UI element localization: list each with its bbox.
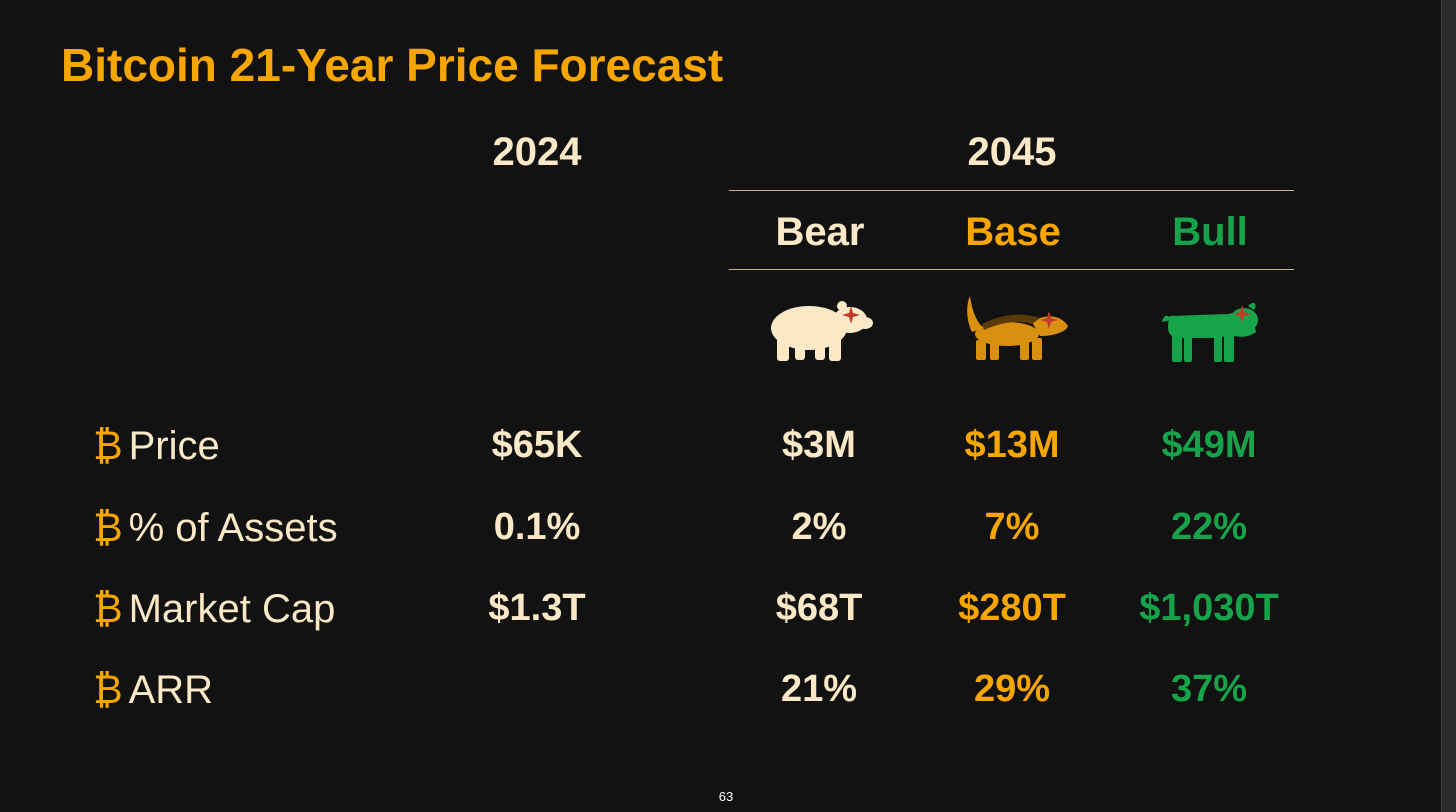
arr-bull: 37%	[1170, 668, 1248, 710]
pct-assets-base: 7%	[984, 506, 1040, 548]
price-bull: $49M	[1161, 424, 1257, 466]
year-2045-header: 2045	[967, 130, 1057, 174]
arr-base: 29%	[973, 668, 1051, 710]
row-label-pct-assets: ₿% of Assets	[93, 506, 338, 550]
slide-title: Bitcoin 21-Year Price Forecast	[61, 39, 724, 91]
bitcoin-symbol-icon: ₿	[93, 506, 123, 550]
row-label-price: ₿ Price	[93, 424, 220, 468]
price-bear: $3M	[782, 424, 856, 466]
market-cap-base: $280T	[958, 587, 1066, 629]
price-base: $13M	[964, 424, 1060, 466]
arr-bear: 21%	[780, 668, 858, 710]
honey-badger-icon	[967, 296, 1068, 360]
market-cap-2024: $1.3T	[488, 587, 586, 629]
price-2024: $65K	[491, 424, 583, 466]
bitcoin-symbol-icon: ₿	[93, 668, 123, 712]
row-label-market-cap: ₿ Market Cap	[93, 587, 336, 631]
pct-assets-bull: 22%	[1170, 506, 1248, 548]
header-divider-top	[729, 190, 1294, 191]
market-cap-bull: $1,030T	[1139, 587, 1279, 629]
header-divider-bottom	[729, 269, 1294, 270]
page-number: 63	[718, 789, 734, 804]
bitcoin-symbol-icon: ₿	[93, 424, 123, 468]
pct-assets-2024: 0.1%	[493, 506, 581, 548]
window-edge-line	[1441, 0, 1442, 812]
scenario-bull-header: Bull	[1172, 210, 1248, 254]
year-2024-header: 2024	[492, 130, 582, 174]
window-edge	[1441, 0, 1456, 812]
scenario-bear-header: Bear	[775, 210, 865, 254]
bear-icon	[771, 301, 873, 361]
bull-icon	[1162, 303, 1258, 362]
row-label-arr: ₿ ARR	[93, 668, 214, 712]
pct-assets-bear: 2%	[791, 506, 847, 548]
bitcoin-symbol-icon: ₿	[93, 587, 123, 631]
market-cap-bear: $68T	[775, 587, 863, 629]
scenario-base-header: Base	[965, 210, 1061, 254]
